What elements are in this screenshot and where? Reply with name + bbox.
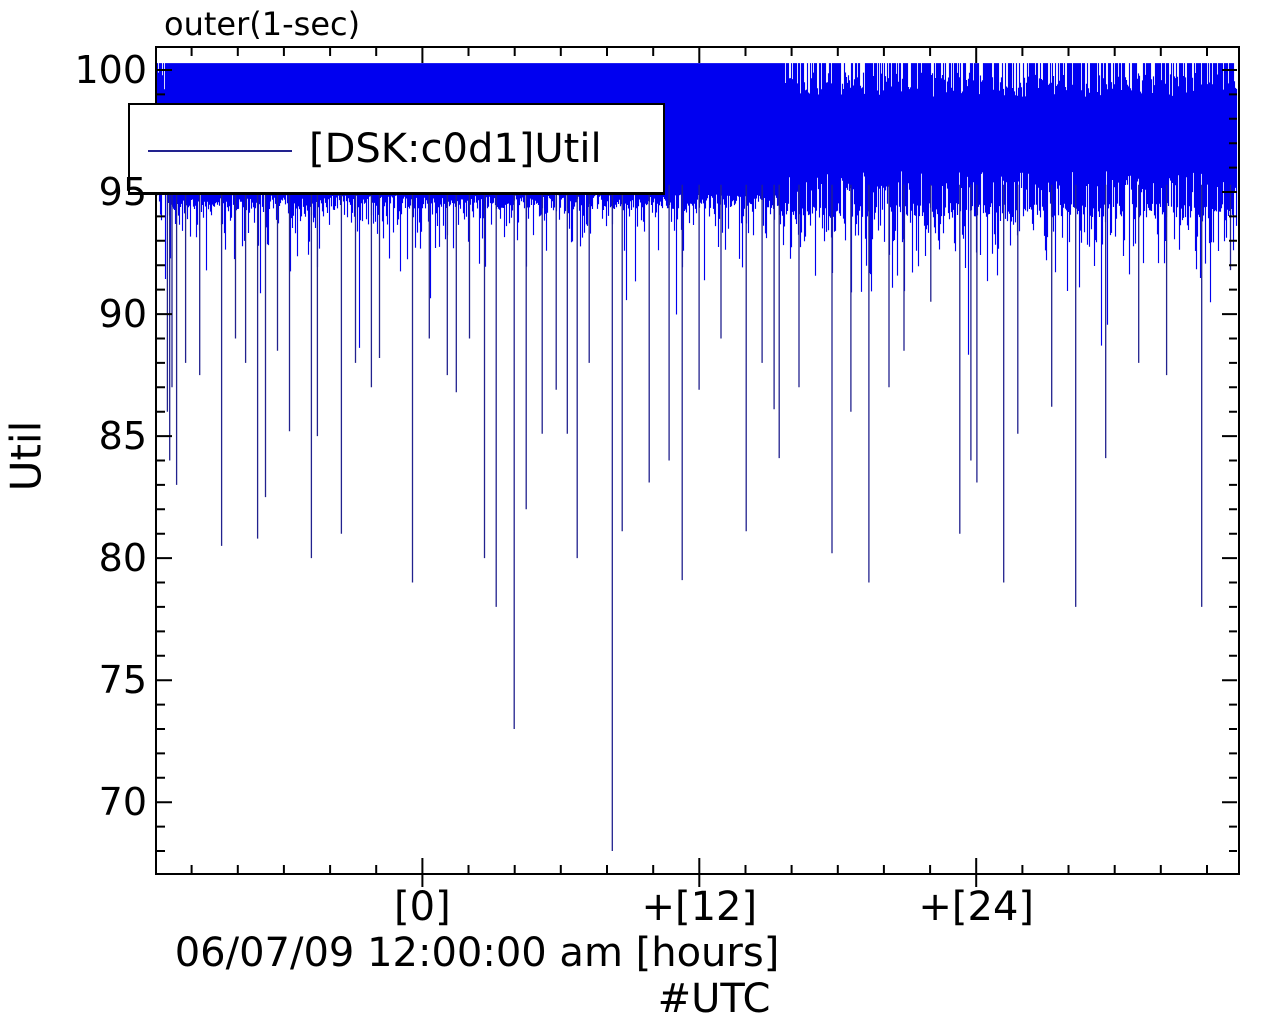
chart-title: outer(1-sec) xyxy=(164,5,361,43)
y-tick-label: 70 xyxy=(98,780,147,825)
tick-marks xyxy=(157,48,1237,887)
plot-canvas-svg xyxy=(155,46,1240,887)
x-axis-caption-date: 06/07/09 12:00:00 am [hours] xyxy=(174,930,780,976)
plot-border xyxy=(155,46,1240,875)
y-tick-label: 75 xyxy=(98,658,147,703)
y-tick-label: 90 xyxy=(98,292,147,337)
x-tick-label: [0] xyxy=(394,884,451,930)
x-tick-label: +[24] xyxy=(918,884,1035,930)
plot-area xyxy=(155,46,1240,888)
legend-line-sample-icon xyxy=(148,150,292,152)
y-axis-label: Util xyxy=(1,420,51,492)
y-tick-label: 100 xyxy=(74,47,147,92)
y-tick-label: 80 xyxy=(98,536,147,581)
y-tick-label: 85 xyxy=(98,414,147,459)
data-series-deep-spikes xyxy=(166,184,1232,851)
x-tick-label: +[12] xyxy=(641,884,758,930)
legend-box: [DSK:c0d1]Util xyxy=(128,103,665,195)
x-axis-caption-utc: #UTC xyxy=(657,976,771,1022)
legend-series-label: [DSK:c0d1]Util xyxy=(309,125,602,172)
